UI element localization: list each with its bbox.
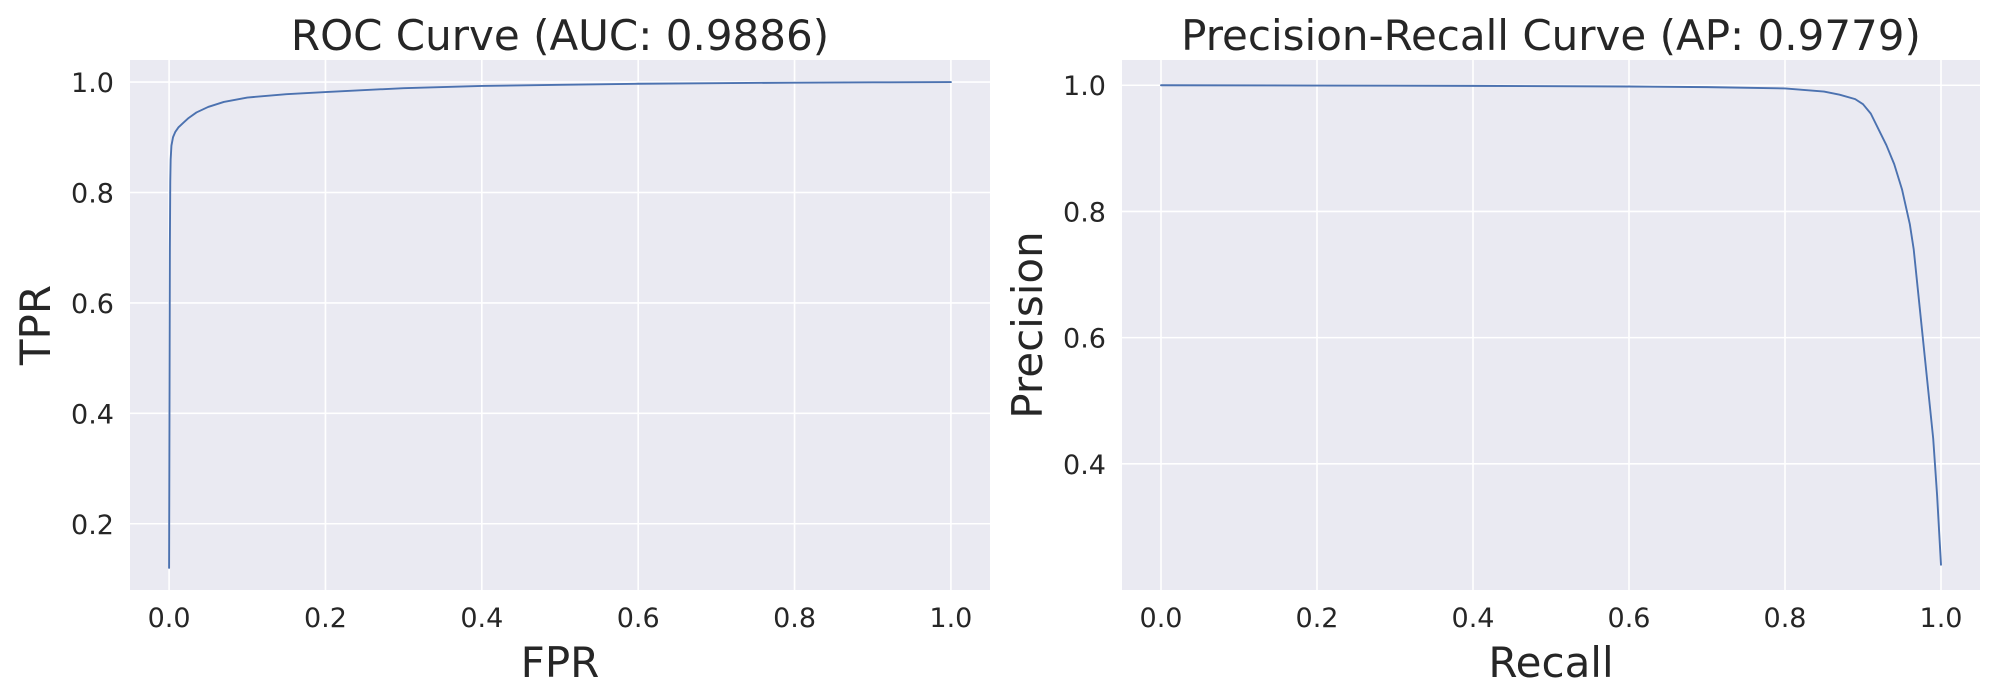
pr-y-axis-label: Precision	[1003, 231, 1052, 418]
pr-chart: 0.0 0.2 0.4 0.6 0.8 1.0 0.4 0.6 0.8 1.0 Precision…	[1003, 11, 1980, 687]
roc-chart-title: ROC Curve (AUC: 0.9886)	[291, 11, 829, 60]
roc-grid	[130, 60, 990, 590]
pr-x-tick-label: 0.2	[1296, 603, 1339, 634]
pr-y-tick-label: 0.4	[1063, 450, 1106, 481]
roc-x-tick-label: 0.8	[773, 603, 816, 634]
pr-y-tick-label: 0.6	[1063, 324, 1106, 355]
roc-plot-area	[130, 60, 990, 590]
roc-x-tick-label: 0.6	[617, 603, 660, 634]
roc-y-tick-label: 0.8	[71, 179, 114, 210]
roc-chart: 0.0 0.2 0.4 0.6 0.8 1.0 0.2 0.4 0.6 0.8 1.0 ROC Cu…	[11, 11, 990, 687]
pr-grid	[1122, 60, 1980, 590]
pr-x-tick-label: 0.0	[1140, 603, 1183, 634]
pr-plot-area	[1122, 60, 1980, 590]
roc-x-tick-label: 0.0	[148, 603, 191, 634]
roc-series	[168, 81, 952, 569]
roc-ticks: 0.0 0.2 0.4 0.6 0.8 1.0 0.2 0.4 0.6 0.8 1.0	[71, 68, 972, 634]
pr-y-tick-label: 1.0	[1063, 71, 1106, 102]
roc-y-tick-label: 0.6	[71, 289, 114, 320]
pr-curve-line	[1160, 84, 1942, 566]
roc-x-tick-label: 0.4	[460, 603, 503, 634]
pr-x-axis-label: Recall	[1488, 638, 1613, 687]
roc-y-axis-label: TPR	[11, 285, 60, 366]
roc-x-axis-label: FPR	[521, 638, 600, 687]
pr-x-tick-label: 0.6	[1608, 603, 1651, 634]
pr-series	[1160, 84, 1942, 566]
roc-x-tick-label: 0.2	[304, 603, 347, 634]
pr-ticks: 0.0 0.2 0.4 0.6 0.8 1.0 0.4 0.6 0.8 1.0	[1063, 71, 1962, 634]
roc-y-tick-label: 0.4	[71, 399, 114, 430]
roc-y-tick-label: 0.2	[71, 510, 114, 541]
pr-y-tick-label: 0.8	[1063, 197, 1106, 228]
pr-x-tick-label: 0.4	[1452, 603, 1495, 634]
roc-x-tick-label: 1.0	[929, 603, 972, 634]
roc-y-tick-label: 1.0	[71, 68, 114, 99]
roc-curve-line	[168, 81, 952, 569]
pr-x-tick-label: 1.0	[1920, 603, 1963, 634]
pr-x-tick-label: 0.8	[1764, 603, 1807, 634]
pr-chart-title: Precision-Recall Curve (AP: 0.9779)	[1181, 11, 1921, 60]
